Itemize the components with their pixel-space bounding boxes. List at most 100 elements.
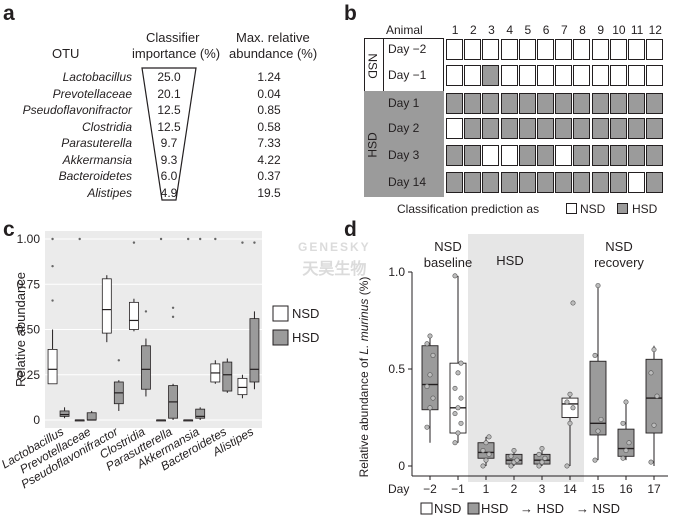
x-axis-title: Day — [388, 482, 409, 496]
prediction-cell — [646, 65, 664, 86]
col-abundance-header-2: abundance (%) — [229, 46, 318, 61]
y-tick-label: 1.00 — [17, 232, 41, 246]
prediction-cell — [555, 172, 573, 193]
prediction-cell — [628, 145, 645, 166]
data-point — [564, 463, 570, 469]
prediction-cell — [628, 93, 645, 114]
legend-nsd-swatch — [566, 203, 577, 214]
legend-arrow-hsd: → HSD — [520, 501, 564, 516]
animal-number: 10 — [612, 23, 626, 37]
legend-nsd-label: NSD — [434, 501, 461, 516]
x-tick-label: 1 — [483, 482, 490, 496]
box-hsd — [141, 345, 151, 390]
watermark-line-1: GENESKY — [298, 240, 371, 254]
outlier-point — [159, 237, 163, 241]
prediction-cell — [609, 65, 627, 86]
box-nsd — [47, 349, 58, 385]
y-tick-label: 0.50 — [17, 323, 41, 337]
x-tick-label: 16 — [619, 482, 633, 496]
animal-number: 6 — [542, 23, 550, 37]
day-label: Day −1 — [388, 68, 427, 82]
prediction-cell — [555, 118, 573, 139]
prediction-cell — [537, 172, 554, 193]
box — [617, 428, 635, 457]
data-point — [595, 428, 601, 434]
prediction-cell — [464, 65, 482, 86]
day-label: Day −2 — [388, 42, 427, 56]
x-tick-label: −1 — [451, 482, 465, 496]
animal-number: 4 — [506, 23, 514, 37]
outlier-point — [117, 359, 121, 362]
day-label: Day 14 — [388, 175, 427, 189]
prediction-cell — [537, 65, 554, 86]
y-tick-label: 0 — [398, 459, 405, 473]
prediction-cell — [518, 65, 536, 86]
data-point — [620, 420, 626, 426]
data-point — [430, 352, 436, 358]
outlier-point — [132, 241, 136, 244]
day-label: Day 3 — [388, 148, 420, 162]
prediction-cell — [573, 65, 591, 86]
col-importance-header-2: importance (%) — [132, 46, 221, 61]
prediction-cell — [500, 65, 518, 86]
otu-name: Prevotellaceae — [52, 86, 132, 101]
outlier-point — [51, 264, 54, 268]
prediction-cell — [518, 93, 536, 114]
data-point — [452, 273, 458, 279]
y-axis-title: Relative abundance of L. murinus (%) — [357, 277, 371, 478]
prediction-cell — [573, 39, 591, 60]
animal-number: 9 — [597, 23, 605, 37]
data-point — [514, 457, 520, 463]
data-point — [427, 405, 433, 411]
data-point — [508, 463, 514, 469]
group-hsd-label: HSD — [365, 132, 380, 158]
prediction-cell — [573, 118, 591, 139]
prediction-cell — [446, 172, 463, 193]
legend-hsd-label: HSD — [632, 202, 658, 216]
prediction-cell — [446, 39, 463, 60]
data-point — [458, 420, 464, 426]
data-point — [536, 451, 542, 457]
phase-label: NSD — [605, 239, 632, 254]
data-point — [536, 463, 542, 469]
data-point — [542, 455, 548, 461]
box-hsd — [249, 318, 260, 383]
prediction-cell — [464, 39, 482, 60]
panel-c-letter: c — [3, 218, 15, 241]
importance-value: 12.5 — [157, 119, 181, 134]
phase-label: HSD — [496, 253, 523, 268]
box — [421, 345, 439, 411]
data-point — [424, 341, 430, 347]
prediction-cell — [609, 145, 627, 166]
data-point — [452, 385, 458, 391]
otu-name: Alistipes — [87, 185, 132, 200]
chart-d: 0 0.5 1.0 Relative abundance of L. murinus … — [357, 234, 668, 516]
data-point — [427, 372, 433, 378]
data-point — [452, 440, 458, 446]
col-importance-header-1: Classifier — [146, 30, 200, 45]
data-point — [651, 347, 657, 353]
data-point — [620, 455, 626, 461]
box-hsd — [222, 361, 233, 392]
data-point — [486, 434, 492, 440]
animal-number: 2 — [469, 23, 477, 37]
prediction-cell — [628, 118, 645, 139]
data-point — [480, 463, 486, 469]
prediction-cell — [500, 93, 518, 114]
day-label: Day 2 — [388, 121, 420, 135]
group-hsd-band — [364, 91, 384, 197]
outlier-point — [171, 315, 175, 319]
group-nsd-label: NSD — [365, 53, 380, 79]
data-point — [648, 459, 654, 465]
data-point — [511, 447, 517, 453]
otu-name: Bacteroidetes — [58, 169, 132, 183]
importance-value: 6.0 — [160, 169, 178, 183]
outlier-point — [51, 237, 54, 241]
animal-label: Animal — [386, 23, 423, 37]
day-label-bg-hsd — [384, 91, 444, 197]
abundance-value: 4.22 — [257, 152, 281, 167]
x-tick-label: 2 — [511, 482, 518, 496]
x-tick-label: 15 — [591, 482, 605, 496]
x-tick-label: 3 — [539, 482, 546, 496]
data-point — [424, 424, 430, 430]
